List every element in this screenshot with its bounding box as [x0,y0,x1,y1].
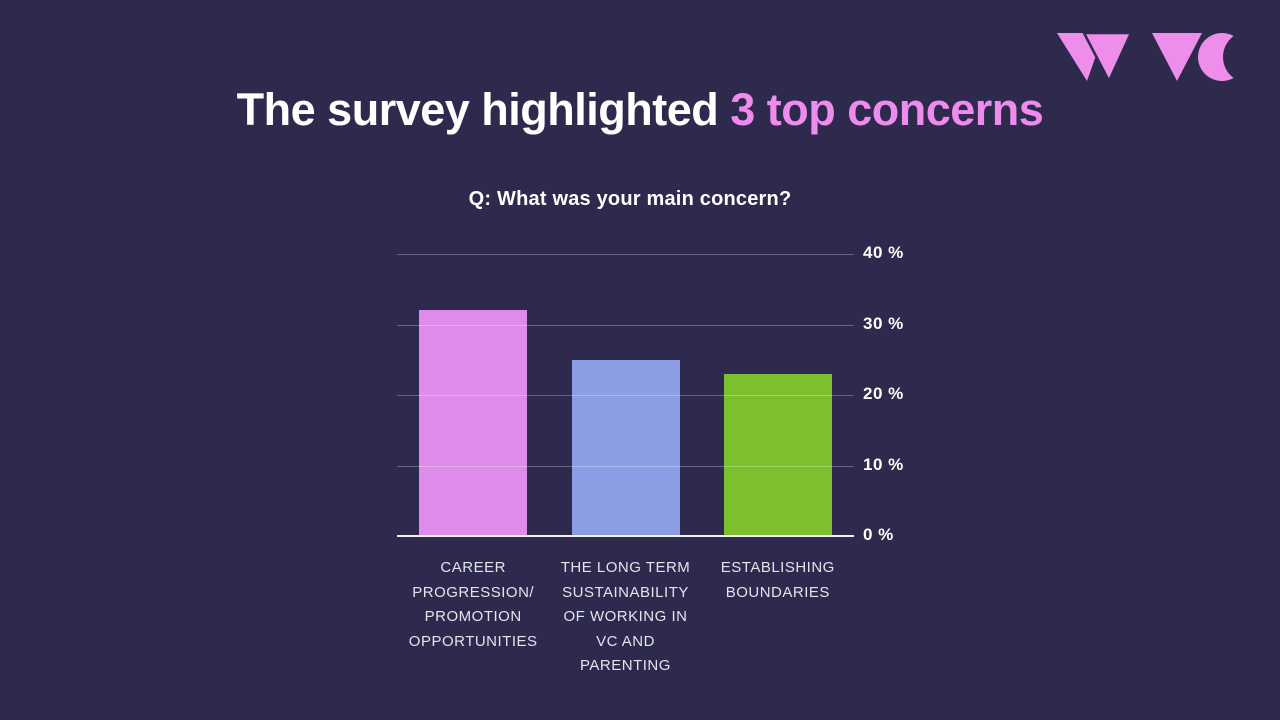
y-axis-tick-label: 0 % [863,525,894,544]
gridline [397,465,854,467]
y-axis-tick-label: 20 % [863,384,904,403]
slide-title-prefix: The survey highlighted [236,84,731,135]
x-axis-category-label: THE LONG TERM SUSTAINABILITY OF WORKING … [560,559,691,674]
y-axis-tick-label: 40 % [863,243,904,262]
gridline [397,324,854,326]
logo-w-right-triangle [1082,32,1133,82]
gridline [397,395,854,396]
logo-c-bite [1223,32,1247,82]
chart-bar [723,373,832,536]
bar-chart-plot-area: 0 % 10 % 20 % 30 % 40 % [397,243,903,544]
x-axis-line [397,535,854,537]
wvc-logo [1057,32,1247,82]
y-axis-tick-label: 30 % [863,313,904,333]
chart-title: Q: What was your main concern? [468,188,792,210]
y-axis-tick-label: 10 % [863,454,904,474]
x-axis-category-label: CAREER PROGRESSION/ PROMOTION OPPORTUNIT… [408,559,538,650]
x-axis-labels: CAREER PROGRESSION/ PROMOTION OPPORTUNIT… [397,556,854,686]
chart-bar [419,310,528,536]
gridline [397,254,854,255]
slide-title: The survey highlighted 3 top concerns [0,82,1280,138]
x-axis-category-label: ESTABLISHING BOUNDARIES [720,559,835,601]
chart-bar [571,359,680,536]
logo-v-triangle [1152,33,1202,81]
slide-title-highlight: 3 top concerns [730,84,1044,135]
